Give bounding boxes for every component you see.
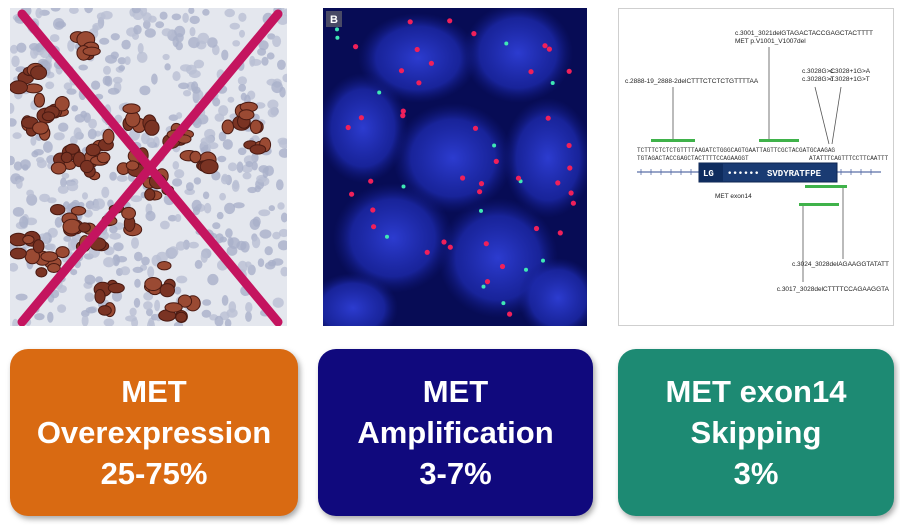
card-subtitle: Overexpression <box>36 415 272 450</box>
exon-label: MET exon14 <box>715 193 752 200</box>
card-amplification: MET Amplification 3-7% <box>318 349 593 516</box>
ihc-image <box>10 8 287 326</box>
card-overexpression: MET Overexpression 25-75% <box>10 349 298 516</box>
bottom-variant-1: c.3024_3028delAGAAGGTATATT <box>792 261 889 268</box>
right-variant-2: c.3028G>T <box>802 76 834 83</box>
top-variant-label: c.3001_3021delGTAGACTACCGAGCTACTTTT <box>735 30 873 37</box>
right-variant-1: c.3028G>C <box>802 68 835 75</box>
card-title: MET <box>422 374 489 409</box>
exon-dots: •••••• <box>727 169 759 179</box>
card-title: MET <box>121 374 187 409</box>
ihc-stain-picture <box>10 8 287 326</box>
ihc-cells <box>10 8 287 326</box>
sequence-mid: TGTAGACTACCGAGCTACTTTTCCAGAAGGT <box>637 155 749 162</box>
exon14-splice-diagram: c.3001_3021delGTAGACTACCGAGCTACTTTT MET … <box>618 8 894 326</box>
cross-out-icon <box>17 9 283 326</box>
splice-site-figure: c.3001_3021delGTAGACTACCGAGCTACTTTT MET … <box>625 30 890 293</box>
card-title: MET exon14 <box>665 374 847 409</box>
fish-image: B <box>323 8 587 326</box>
card-percentage: 25-75% <box>100 456 208 491</box>
card-percentage: 3-7% <box>419 456 492 491</box>
right-variant-3: c.3028+1G>A <box>830 68 871 75</box>
card-subtitle: Skipping <box>690 415 822 450</box>
card-exon14-skipping: MET exon14 Skipping 3% <box>618 349 894 516</box>
top-protein-label: MET p.V1001_V1007del <box>735 38 806 45</box>
sequence-right: ATATTTCAGTTTCCTTCAATTT <box>809 155 889 162</box>
fish-fluorescence-picture: B <box>323 8 587 326</box>
sequence-left: TCTTTCTCTCTGTTTTAAGATCTGGGCAGTGAATTAGTTC… <box>637 147 835 154</box>
exon-left-residues: LG <box>703 169 714 179</box>
nuclei <box>323 8 587 326</box>
card-subtitle: Amplification <box>357 415 554 450</box>
left-variant-label: c.2888-19_2888-2delCTTTCTCTCTGTTTTAA <box>625 78 759 85</box>
card-percentage: 3% <box>733 456 779 491</box>
exon-right-residues: SVDYRATFPE <box>767 169 822 179</box>
right-variant-4: c.3028+1G>T <box>830 76 870 83</box>
bottom-variant-2: c.3017_3028delCTTTTCCAGAAGGTA <box>777 286 890 293</box>
fish-signals <box>335 18 576 317</box>
panel-label-b: B <box>330 14 338 26</box>
